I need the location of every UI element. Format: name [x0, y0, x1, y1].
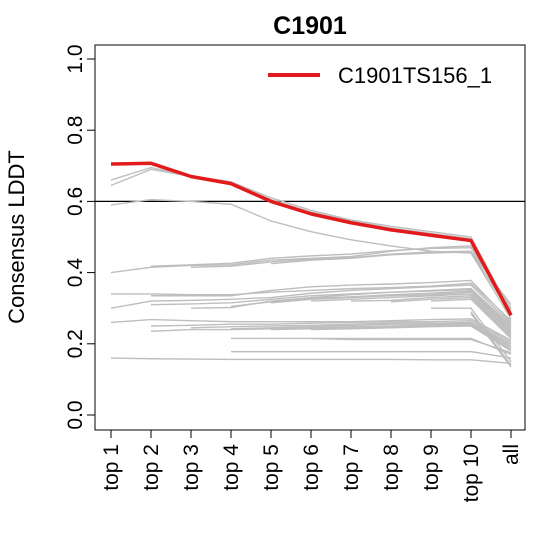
- y-tick-label: 1.0: [64, 44, 87, 73]
- other-series-line: [150, 246, 512, 311]
- x-tick-label: top 7: [340, 444, 363, 491]
- x-tick-label: top 1: [100, 444, 123, 491]
- other-series-line: [270, 251, 512, 314]
- other-series-line: [270, 291, 512, 332]
- other-series-line: [231, 337, 512, 354]
- x-tick-label: top 4: [220, 444, 243, 491]
- legend: C1901TS156_1: [268, 63, 492, 88]
- y-axis-label: Consensus LDDT: [4, 150, 29, 324]
- other-series-line: [230, 290, 512, 331]
- other-series-line: [311, 337, 512, 356]
- other-series-line: [110, 318, 512, 341]
- other-series-line: [111, 282, 512, 322]
- other-series-line: [350, 295, 512, 336]
- other-series-line: [150, 323, 512, 348]
- other-series-line: [110, 245, 512, 309]
- legend-label: C1901TS156_1: [338, 63, 492, 88]
- y-tick-label: 0.8: [64, 116, 87, 145]
- x-tick-label: top 6: [300, 444, 323, 491]
- other-series-line: [431, 307, 512, 363]
- other-series-line: [230, 322, 512, 347]
- x-tick-label: top 10: [460, 444, 483, 502]
- x-tick-label: top 2: [140, 444, 163, 491]
- other-series-line: [150, 287, 512, 327]
- x-tick-label: top 5: [260, 444, 283, 491]
- other-series-line: [390, 296, 512, 338]
- x-tick-label: top 9: [420, 444, 443, 491]
- other-series-line: [151, 279, 512, 323]
- other-series-line: [110, 284, 512, 325]
- other-series-line: [150, 319, 512, 343]
- y-axis: 0.0 0.2 0.4 0.6 0.8 1.0: [64, 44, 96, 430]
- other-series-line: [270, 324, 512, 350]
- chart-title: C1901: [273, 12, 347, 40]
- other-series-line: [310, 325, 512, 352]
- y-tick-label: 0.6: [64, 187, 87, 216]
- other-series-line: [470, 313, 512, 368]
- other-series-line: [430, 298, 512, 339]
- y-tick-label: 0.2: [64, 329, 87, 358]
- other-series-line: [190, 321, 512, 345]
- other-series-line: [310, 293, 512, 334]
- y-tick-label: 0.4: [64, 258, 87, 288]
- other-series-lines: [110, 166, 512, 368]
- x-tick-label: all: [500, 444, 523, 465]
- x-tick-label: top 8: [380, 444, 403, 491]
- x-tick-label: top 3: [180, 444, 203, 491]
- y-tick-label: 0.0: [64, 400, 87, 429]
- other-series-line: [110, 357, 512, 365]
- other-series-line: [190, 250, 512, 306]
- other-series-line: [470, 311, 512, 366]
- x-axis: top 1 top 2 top 3 top 4 top 5 top 6 top 7 top 8…: [100, 429, 523, 502]
- other-series-line: [231, 350, 512, 359]
- highlight-series-line: [110, 161, 513, 317]
- highlight-series-line-group: [110, 161, 513, 317]
